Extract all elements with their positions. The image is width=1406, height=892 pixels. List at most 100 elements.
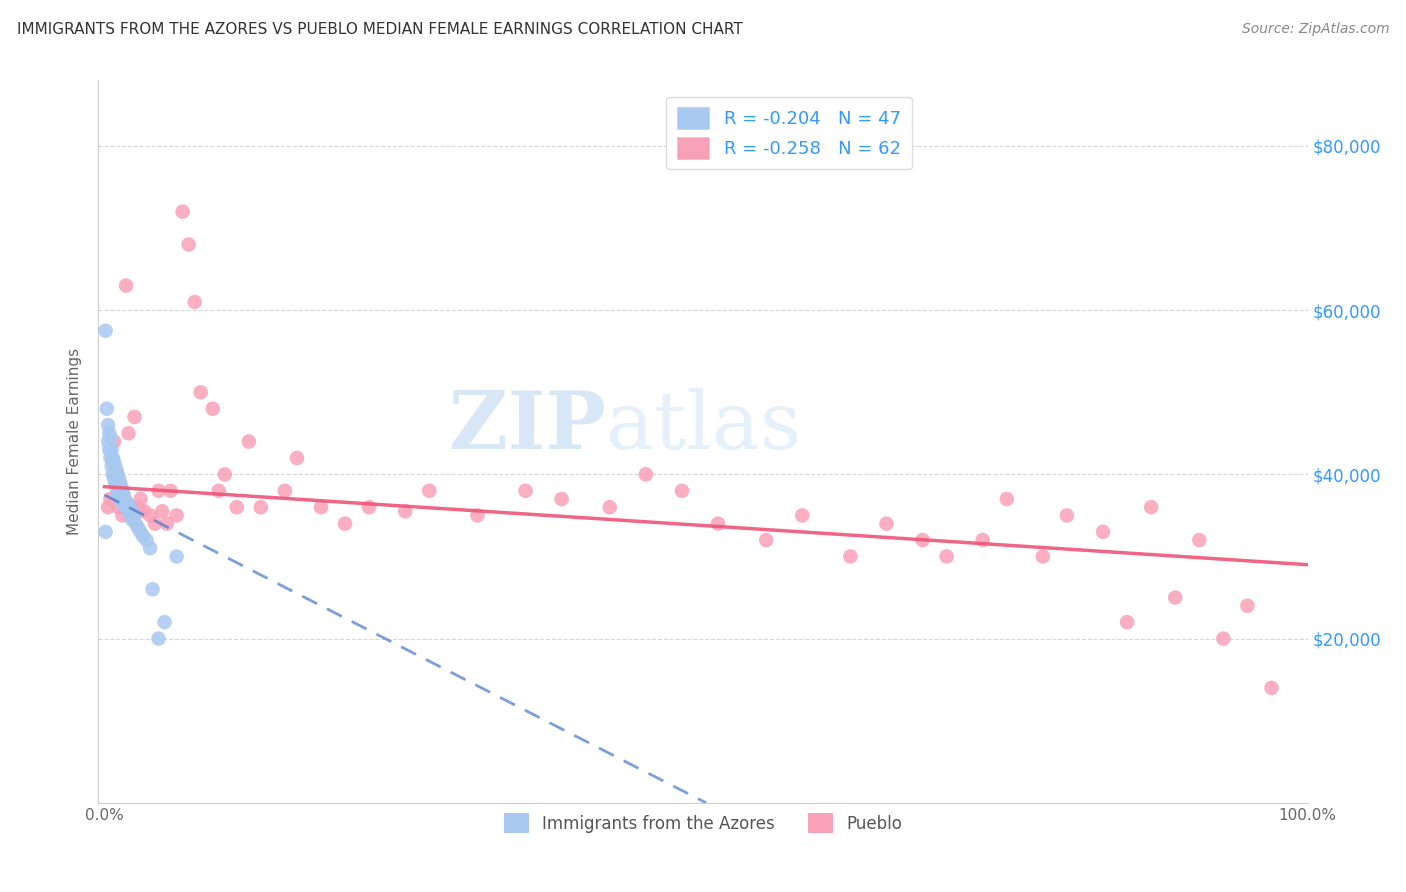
Legend: Immigrants from the Azores, Pueblo: Immigrants from the Azores, Pueblo: [492, 801, 914, 845]
Text: IMMIGRANTS FROM THE AZORES VS PUEBLO MEDIAN FEMALE EARNINGS CORRELATION CHART: IMMIGRANTS FROM THE AZORES VS PUEBLO MED…: [17, 22, 742, 37]
Point: [105, 480, 128, 494]
Point: [177, 237, 200, 252]
Point: [148, 483, 170, 498]
Point: [127, 500, 149, 515]
Point: [117, 426, 139, 441]
Point: [114, 491, 136, 506]
Text: Source: ZipAtlas.com: Source: ZipAtlas.com: [1241, 22, 1389, 37]
Point: [108, 471, 131, 485]
Point: [98, 426, 121, 441]
Point: [118, 500, 141, 515]
Point: [100, 450, 122, 465]
Point: [208, 483, 231, 498]
Point: [108, 488, 131, 502]
Point: [139, 508, 162, 523]
Point: [132, 529, 155, 543]
Point: [201, 401, 224, 416]
Point: [418, 483, 440, 498]
Point: [1212, 632, 1234, 646]
Point: [108, 475, 131, 490]
Point: [105, 463, 128, 477]
Point: [103, 434, 125, 449]
Point: [995, 491, 1018, 506]
Point: [238, 434, 260, 449]
Point: [1116, 615, 1139, 630]
Point: [150, 504, 173, 518]
Point: [839, 549, 862, 564]
Point: [550, 491, 572, 506]
Point: [172, 204, 194, 219]
Text: atlas: atlas: [606, 388, 801, 467]
Point: [101, 467, 124, 482]
Point: [117, 504, 139, 518]
Point: [120, 508, 142, 523]
Point: [134, 504, 156, 518]
Point: [108, 500, 131, 515]
Point: [97, 418, 120, 433]
Point: [135, 533, 157, 547]
Point: [515, 483, 537, 498]
Point: [124, 409, 146, 424]
Point: [755, 533, 778, 547]
Point: [100, 430, 122, 444]
Point: [98, 442, 121, 457]
Point: [190, 385, 212, 400]
Point: [671, 483, 693, 498]
Point: [707, 516, 730, 531]
Point: [104, 459, 127, 474]
Point: [333, 516, 356, 531]
Point: [103, 455, 125, 469]
Point: [467, 508, 489, 523]
Point: [183, 295, 205, 310]
Point: [875, 516, 897, 531]
Point: [121, 512, 143, 526]
Point: [1032, 549, 1054, 564]
Point: [111, 496, 134, 510]
Point: [115, 500, 138, 515]
Point: [97, 434, 120, 449]
Point: [105, 467, 128, 482]
Point: [285, 450, 308, 465]
Point: [112, 488, 135, 502]
Point: [359, 500, 381, 515]
Point: [115, 278, 138, 293]
Point: [1260, 681, 1282, 695]
Point: [100, 491, 122, 506]
Point: [250, 500, 273, 515]
Point: [274, 483, 297, 498]
Point: [129, 524, 152, 539]
Text: ZIP: ZIP: [450, 388, 606, 467]
Point: [94, 524, 117, 539]
Point: [120, 500, 142, 515]
Point: [101, 450, 124, 465]
Point: [107, 483, 129, 498]
Point: [111, 508, 134, 523]
Point: [153, 615, 176, 630]
Point: [117, 496, 139, 510]
Point: [100, 459, 122, 474]
Point: [142, 582, 165, 597]
Y-axis label: Median Female Earnings: Median Female Earnings: [67, 348, 83, 535]
Point: [125, 516, 148, 531]
Point: [166, 508, 188, 523]
Point: [166, 549, 188, 564]
Point: [911, 533, 934, 547]
Point: [1056, 508, 1078, 523]
Point: [972, 533, 994, 547]
Point: [1164, 591, 1187, 605]
Point: [124, 508, 146, 523]
Point: [129, 491, 152, 506]
Point: [634, 467, 657, 482]
Point: [108, 491, 131, 506]
Point: [107, 467, 129, 482]
Point: [139, 541, 162, 556]
Point: [394, 504, 416, 518]
Point: [110, 480, 132, 494]
Point: [111, 483, 134, 498]
Point: [104, 475, 127, 490]
Point: [97, 500, 120, 515]
Point: [1188, 533, 1211, 547]
Point: [792, 508, 814, 523]
Point: [96, 401, 118, 416]
Point: [1140, 500, 1163, 515]
